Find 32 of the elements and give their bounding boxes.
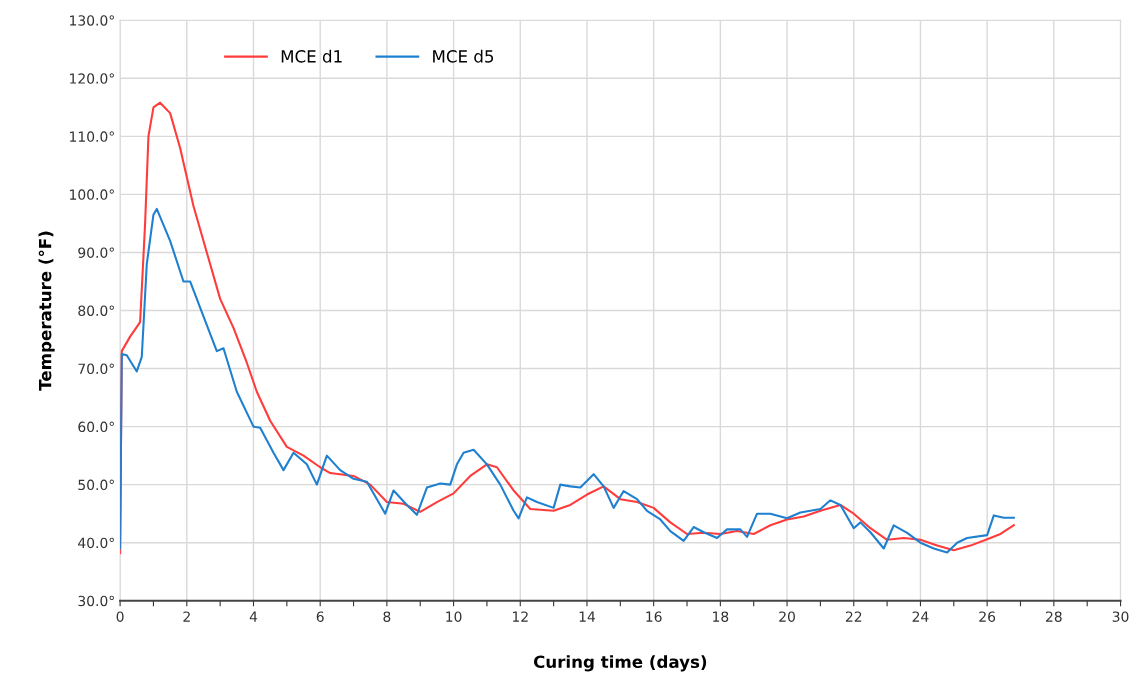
- x-axis-title: Curing time (days): [533, 655, 707, 672]
- x-tick-label: 28: [1046, 611, 1062, 622]
- x-tick-label: 4: [249, 611, 258, 622]
- x-tick-label: 0: [116, 611, 124, 622]
- x-tick-label: 8: [383, 611, 391, 622]
- x-tick-label: 24: [912, 611, 929, 622]
- y-tick-label: 60.0°: [78, 421, 114, 433]
- y-tick-label: 40.0°: [78, 537, 114, 549]
- y-axis-title: Temperature (°F): [38, 231, 55, 391]
- y-tick-label: 90.0°: [78, 247, 114, 258]
- x-tick-label: 10: [446, 611, 462, 622]
- x-tick-label: 26: [979, 611, 996, 622]
- x-tick-label: 12: [512, 611, 528, 622]
- x-tick-label: 30: [1112, 611, 1129, 622]
- x-tick-label: 14: [579, 611, 596, 622]
- y-tick-label: 110.0°: [70, 131, 114, 142]
- y-tick-label: 120.0°: [70, 73, 114, 84]
- y-tick-label: 50.0°: [78, 479, 114, 491]
- x-tick-label: 18: [713, 611, 729, 622]
- y-tick-label: 30.0°: [78, 595, 114, 607]
- y-tick-label: 80.0°: [78, 305, 114, 316]
- line-series: [120, 207, 1015, 554]
- y-tick-label: 70.0°: [78, 363, 114, 375]
- x-tick-label: 6: [316, 611, 324, 622]
- legend-label: MCE d1: [281, 49, 342, 63]
- x-tick-label: 22: [845, 611, 862, 622]
- x-tick-label: 2: [183, 611, 190, 622]
- x-tick-label: 16: [646, 611, 662, 622]
- x-tick-label: 20: [779, 611, 795, 622]
- legend-label: MCE d5: [433, 49, 494, 63]
- y-tick-label: 100.0°: [70, 189, 114, 200]
- y-tick-label: 130.0°: [70, 15, 114, 26]
